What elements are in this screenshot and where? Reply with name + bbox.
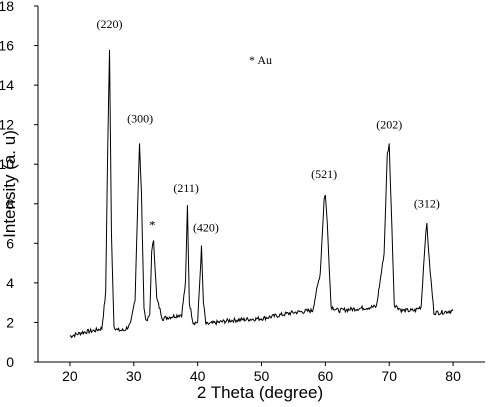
y-tick-label: 8 [6,196,14,212]
x-axis-title: 2 Theta (degree) [197,383,323,402]
y-tick-label: 0 [6,354,14,370]
y-tick-label: 10 [0,156,14,172]
y-axis-title: Intensity (a. u) [0,130,19,238]
y-tick-label: 16 [0,38,14,54]
x-tick-label: 50 [254,368,270,384]
x-tick-label: 60 [318,368,334,384]
peak-label: (211) [173,181,199,195]
x-tick-label: 70 [381,368,397,384]
legend-au: * Au [249,53,272,67]
y-tick-label: 18 [0,0,14,14]
x-tick-label: 30 [126,368,142,384]
x-tick-label: 80 [445,368,461,384]
peak-label: (312) [414,197,440,211]
peak-label: (521) [311,167,337,181]
peak-annotations: (220) (300) * (211) (420) (521) (202) (312) [97,17,440,235]
peak-label: (420) [193,220,219,234]
y-tick-label: 4 [6,275,14,291]
x-tick-label: 40 [190,368,206,384]
x-tick-label: 20 [62,368,78,384]
y-tick-label: 2 [6,314,14,330]
y-tick-label: 12 [0,117,14,133]
au-peak-marker: * [149,217,156,232]
x-ticks: 20 30 40 50 60 70 80 [62,362,461,384]
series-line [69,49,454,339]
y-tick-label: 14 [0,77,14,93]
y-tick-label: 6 [6,235,14,251]
peak-label: (300) [127,112,153,126]
peak-label: (220) [97,17,123,31]
y-ticks: 0 2 4 6 8 10 12 14 16 18 [0,0,38,370]
peak-label: (202) [376,118,402,132]
